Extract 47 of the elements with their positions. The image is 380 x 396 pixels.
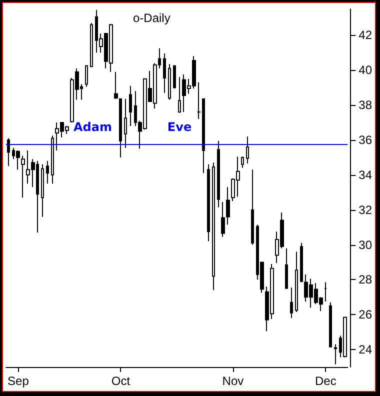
candlestick	[178, 76, 181, 114]
x-tick-label: Nov	[222, 374, 244, 388]
candlestick	[207, 164, 210, 242]
candlestick	[217, 140, 220, 208]
y-tick-label: 28	[358, 272, 372, 287]
candlestick	[119, 98, 122, 158]
candlestick	[334, 344, 337, 365]
candlestick	[300, 242, 303, 283]
candlestick	[212, 162, 215, 291]
candlestick	[246, 136, 249, 164]
candlestick	[343, 316, 347, 358]
candlestick	[129, 85, 132, 127]
candlestick	[46, 160, 49, 184]
candlestick	[329, 302, 332, 348]
candlestick	[251, 169, 254, 246]
candlestick	[295, 251, 298, 312]
y-tick-label: 40	[358, 63, 372, 78]
annotation: Eve	[167, 120, 192, 134]
candlestick	[114, 71, 118, 100]
candlestick	[173, 65, 176, 89]
candlestick	[85, 65, 88, 88]
candlestick	[290, 287, 293, 319]
x-tick-label: Oct	[111, 374, 131, 388]
y-tick-label: 26	[358, 308, 372, 322]
y-tick-label: 36	[358, 132, 372, 147]
candlestick	[324, 282, 327, 302]
candlestick	[285, 248, 288, 289]
candlestick	[90, 22, 93, 68]
candlestick	[51, 135, 54, 184]
y-tick-label: 30	[358, 238, 372, 252]
candlestick	[241, 156, 244, 168]
candlestick	[124, 98, 127, 148]
candlestick	[41, 164, 44, 218]
chart-title: o-Daily	[133, 11, 170, 25]
candlestick	[168, 64, 171, 100]
candlestick	[16, 150, 20, 170]
candlestick	[21, 155, 25, 198]
y-tick-label: 38	[358, 98, 372, 112]
x-tick-label: Sep	[8, 374, 30, 388]
candlestick	[163, 53, 166, 94]
y-tick-label: 32	[358, 202, 372, 217]
candlestick	[7, 138, 10, 167]
y-tick-label: 34	[358, 168, 372, 182]
y-tick-label: 42	[358, 28, 372, 42]
y-tick-label: 24	[358, 342, 372, 357]
annotation: Adam	[74, 120, 112, 134]
x-tick-label: Dec	[315, 374, 336, 388]
